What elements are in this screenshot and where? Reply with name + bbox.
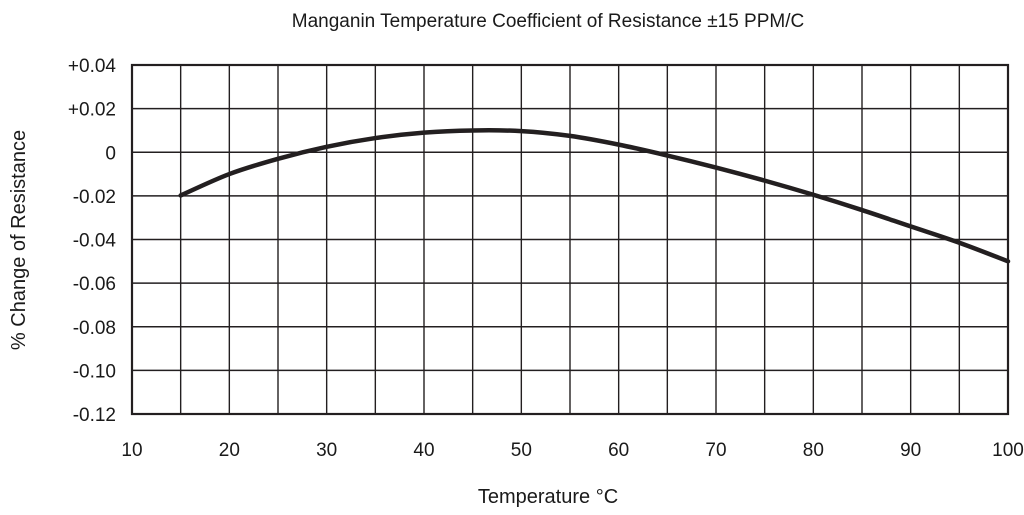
y-axis-label: % Change of Resistance	[8, 130, 30, 350]
y-tick-label: -0.12	[73, 405, 116, 426]
y-tick-label: 0	[105, 143, 116, 164]
y-tick-label: -0.06	[73, 274, 116, 295]
grid	[131, 64, 1009, 415]
y-tick-label: -0.10	[73, 361, 116, 382]
x-tick-label: 90	[900, 440, 921, 461]
y-tick-label: +0.04	[68, 56, 117, 77]
x-tick-label: 20	[219, 440, 240, 461]
series-layer	[178, 128, 1011, 264]
plot-frame	[130, 63, 1010, 416]
x-tick-label: 10	[121, 440, 142, 461]
x-tick-label: 40	[413, 440, 434, 461]
x-tick-label: 70	[705, 440, 726, 461]
x-axis-label: Temperature °C	[478, 486, 618, 508]
y-tick-labels: +0.04 +0.02 0 -0.02 -0.04 -0.06 -0.08 -0.10 -0.1…	[68, 56, 117, 426]
x-tick-label: 100	[992, 440, 1024, 461]
series-line	[178, 128, 1011, 264]
x-tick-label: 30	[316, 440, 337, 461]
x-tick-label: 50	[511, 440, 532, 461]
x-tick-labels: 10 20 30 40 50 60 70 80 90 100	[121, 440, 1023, 461]
x-tick-label: 80	[803, 440, 824, 461]
x-tick-label: 60	[608, 440, 629, 461]
plot-border	[130, 63, 1010, 416]
y-tick-label: +0.02	[68, 100, 116, 121]
y-tick-label: -0.08	[73, 318, 116, 339]
chart-title: Manganin Temperature Coefficient of Resi…	[292, 11, 804, 32]
y-tick-label: -0.02	[73, 187, 116, 208]
y-tick-label: -0.04	[73, 231, 117, 252]
